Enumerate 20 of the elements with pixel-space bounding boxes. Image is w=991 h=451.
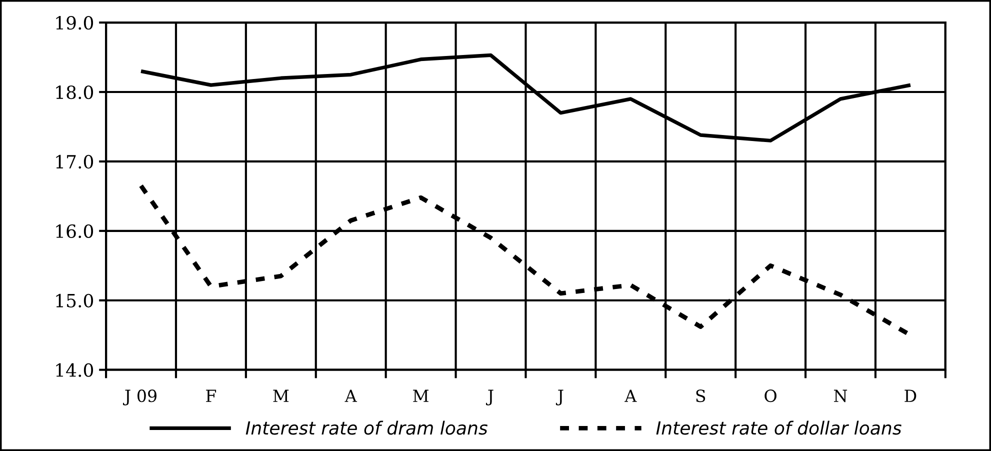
x-tick-label: A (344, 390, 358, 402)
legend-label: Interest rate of dollar loans (656, 420, 902, 435)
y-tick-label: 16.0 (56, 224, 94, 238)
legend-label: Interest rate of dram loans (246, 420, 488, 435)
x-tick-label: M (413, 390, 428, 402)
y-tick-label: 18.0 (56, 85, 94, 100)
y-tick-label: 15.0 (56, 294, 94, 308)
x-tick-label: O (764, 390, 776, 402)
x-tick-label: A (624, 390, 637, 402)
x-tick-label: N (834, 390, 848, 402)
x-tick-label: D (904, 390, 916, 402)
y-tick-label: 14.0 (56, 363, 94, 377)
x-tick-label: F (206, 390, 216, 402)
y-tick-label: 19.0 (56, 16, 94, 30)
x-tick-label: J 09 (123, 390, 156, 406)
y-tick-label: 17.0 (56, 154, 94, 169)
x-tick-label: J (486, 390, 494, 406)
x-tick-label: J (556, 390, 564, 406)
x-tick-label: M (273, 390, 289, 402)
x-tick-label: S (696, 390, 706, 402)
